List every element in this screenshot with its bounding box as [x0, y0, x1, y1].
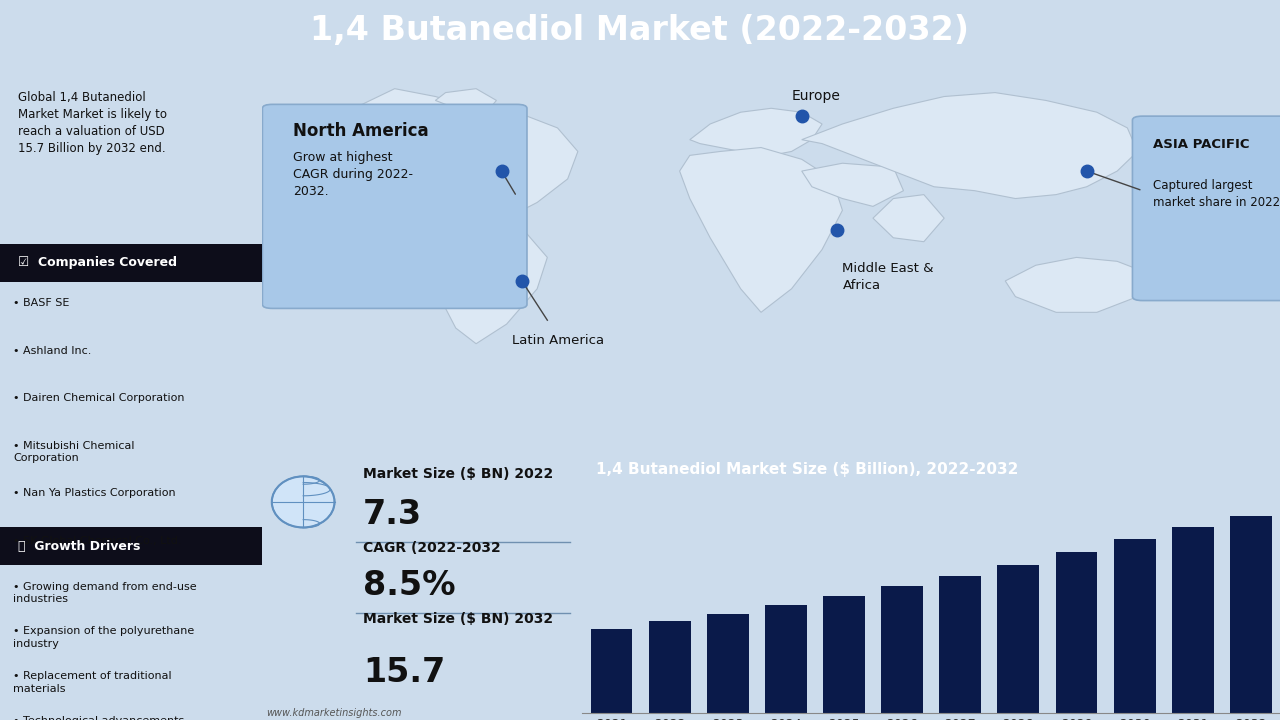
- Bar: [649, 621, 690, 713]
- Bar: [590, 629, 632, 713]
- Polygon shape: [690, 108, 822, 156]
- FancyBboxPatch shape: [0, 527, 262, 565]
- Text: • Replacement of traditional
materials: • Replacement of traditional materials: [13, 671, 172, 693]
- Bar: [940, 576, 982, 713]
- Text: 7.3: 7.3: [362, 498, 422, 531]
- Bar: [1230, 516, 1272, 713]
- Polygon shape: [873, 194, 945, 242]
- Bar: [1172, 527, 1213, 713]
- Polygon shape: [435, 222, 548, 343]
- Text: • Nan Ya Plastics Corporation: • Nan Ya Plastics Corporation: [13, 488, 175, 498]
- Text: 🔥  Growth Drivers: 🔥 Growth Drivers: [18, 539, 141, 552]
- Circle shape: [271, 477, 334, 528]
- Text: 15.7: 15.7: [362, 656, 445, 689]
- Polygon shape: [801, 163, 904, 207]
- Text: North America: North America: [293, 122, 429, 140]
- FancyBboxPatch shape: [0, 243, 262, 282]
- Text: • Growing demand from end-use
industries: • Growing demand from end-use industries: [13, 582, 197, 604]
- Text: ☑  Companies Covered: ☑ Companies Covered: [18, 256, 178, 269]
- Text: • BASF SE: • BASF SE: [13, 298, 69, 308]
- Bar: [1056, 552, 1097, 713]
- Polygon shape: [435, 89, 497, 112]
- Text: Europe: Europe: [791, 89, 841, 104]
- Text: • Expansion of the polyurethane
industry: • Expansion of the polyurethane industry: [13, 626, 195, 649]
- Polygon shape: [801, 93, 1138, 199]
- Text: Middle East &
Africa: Middle East & Africa: [842, 262, 934, 292]
- Text: CAGR (2022-2032: CAGR (2022-2032: [362, 541, 500, 555]
- Polygon shape: [680, 148, 842, 312]
- Text: 1,4 Butanediol Market (2022-2032): 1,4 Butanediol Market (2022-2032): [311, 14, 969, 47]
- Text: Global 1,4 Butanediol
Market Market is likely to
reach a valuation of USD
15.7 B: Global 1,4 Butanediol Market Market is l…: [18, 91, 168, 155]
- Text: ASIA PACIFIC: ASIA PACIFIC: [1153, 138, 1249, 150]
- Bar: [1114, 539, 1156, 713]
- Polygon shape: [1005, 257, 1148, 312]
- Bar: [881, 586, 923, 713]
- Bar: [823, 596, 865, 713]
- Text: Market Size ($ BN) 2032: Market Size ($ BN) 2032: [362, 612, 553, 626]
- Text: • Ashland Inc.: • Ashland Inc.: [13, 346, 91, 356]
- Bar: [765, 605, 806, 713]
- Text: Grow at highest
CAGR during 2022-
2032.: Grow at highest CAGR during 2022- 2032.: [293, 150, 413, 197]
- Text: • SK Global Chemical Co., Ltd.: • SK Global Chemical Co., Ltd.: [13, 536, 182, 546]
- FancyBboxPatch shape: [262, 104, 527, 308]
- Text: Captured largest
market share in 2022: Captured largest market share in 2022: [1153, 179, 1280, 210]
- FancyBboxPatch shape: [1133, 116, 1280, 300]
- Text: 8.5%: 8.5%: [362, 570, 456, 602]
- Bar: [997, 564, 1039, 713]
- Text: • Technological advancements: • Technological advancements: [13, 716, 184, 720]
- Text: Market Size ($ BN) 2022: Market Size ($ BN) 2022: [362, 467, 553, 481]
- Polygon shape: [314, 89, 577, 226]
- Text: www.kdmarketinsights.com: www.kdmarketinsights.com: [266, 708, 402, 719]
- Text: • Dairen Chemical Corporation: • Dairen Chemical Corporation: [13, 393, 184, 403]
- Text: Latin America: Latin America: [512, 334, 604, 347]
- Text: • Mitsubishi Chemical
Corporation: • Mitsubishi Chemical Corporation: [13, 441, 134, 463]
- Bar: [707, 613, 749, 713]
- Text: 1,4 Butanediol Market Size ($ Billion), 2022-2032: 1,4 Butanediol Market Size ($ Billion), …: [596, 462, 1019, 477]
